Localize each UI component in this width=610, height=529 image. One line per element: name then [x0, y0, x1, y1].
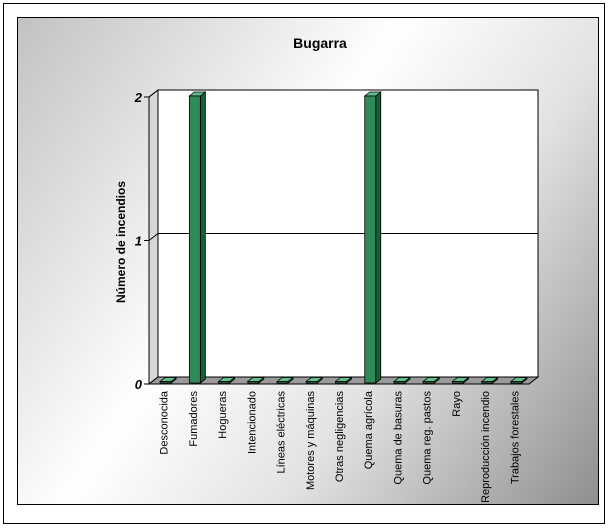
bar: [452, 381, 464, 384]
bar: [159, 381, 172, 384]
x-tick-label: Trabajos forestales: [509, 391, 521, 485]
bar: [481, 381, 494, 384]
bar: [218, 381, 230, 384]
bar: [188, 95, 201, 384]
x-tick-label: Líneas eléctricas: [276, 391, 288, 474]
plot-area: 0 1 2 Desconocida Fumadores Hogueras Intencion…: [134, 88, 540, 503]
bar: [276, 381, 289, 384]
bar: [393, 381, 406, 384]
bar-side: [375, 91, 382, 384]
chart-title: Bugarra: [293, 35, 347, 51]
x-tick-label: Fumadores: [188, 391, 200, 447]
x-tick-label: Otras negligencias: [334, 391, 346, 483]
y-tick-label: 0: [135, 377, 143, 392]
x-tick-label: Motores y máquinas: [305, 391, 317, 491]
y-tick-label: 1: [135, 234, 142, 249]
x-tick-label: Quema de basuras: [392, 391, 404, 485]
x-tick-label: Desconocida: [159, 390, 171, 454]
bar: [364, 95, 377, 384]
x-tick-label: Reproducción incendio: [480, 391, 492, 503]
x-tick-label: Intencionado: [246, 391, 258, 454]
x-tick-label: Quema agrícola: [363, 390, 375, 469]
bar: [510, 381, 523, 384]
bar: [305, 381, 318, 384]
x-tick-label: Hogueras: [217, 391, 229, 439]
bar: [247, 381, 260, 384]
x-tick-label: Quema reg. pastos: [422, 391, 434, 485]
bar: [335, 381, 347, 384]
bar-side: [199, 91, 206, 384]
y-tick-label: 2: [134, 90, 143, 105]
x-tick-label: Rayo: [451, 391, 463, 417]
y-axis-label: Número de incendios: [114, 181, 128, 303]
gridline-diagonal: [148, 233, 159, 241]
bar: [422, 381, 435, 384]
gridline-diagonal: [148, 89, 159, 98]
